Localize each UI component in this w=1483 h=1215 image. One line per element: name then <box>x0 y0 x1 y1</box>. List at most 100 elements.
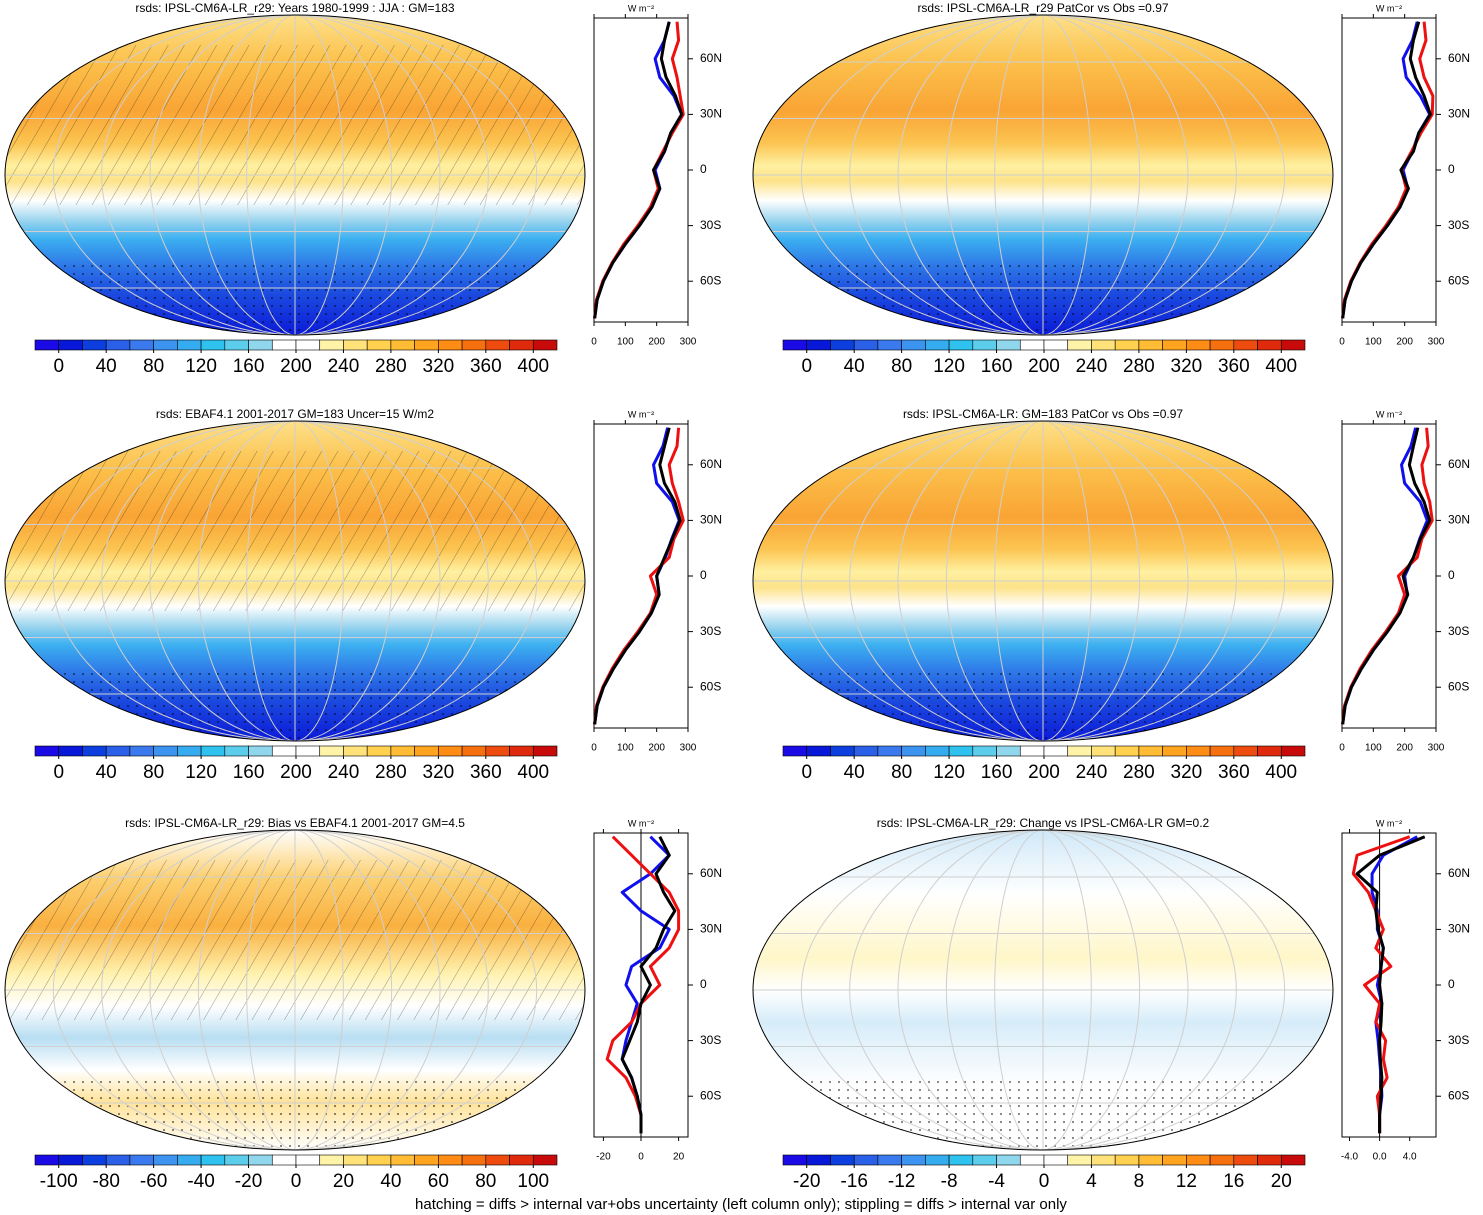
colorbar-label: 400 <box>1265 762 1297 783</box>
panel: rsds: IPSL-CM6A-LR_r29: Years 1980-1999 … <box>4 1 722 377</box>
colorbar-box <box>806 1154 831 1166</box>
x-tick-label: 300 <box>1428 337 1445 348</box>
colorbar-box <box>319 339 344 351</box>
zonal-line <box>593 21 684 319</box>
y-tick-label: 60S <box>1448 1088 1469 1102</box>
colorbar-box <box>1186 745 1211 757</box>
colorbar-label: 0 <box>53 356 64 377</box>
colorbar-label: 240 <box>1076 762 1108 783</box>
colorbar-box <box>1162 745 1187 757</box>
colorbar-box <box>1043 1154 1069 1166</box>
unit-label: W m⁻² <box>628 818 654 828</box>
colorbar-box <box>1091 1154 1116 1166</box>
zonal-line <box>620 836 677 1134</box>
colorbar-label: 320 <box>1171 356 1203 377</box>
colorbar-box <box>1209 745 1235 757</box>
colorbar-box <box>972 339 997 351</box>
colorbar-box <box>806 745 831 757</box>
colorbar-box <box>948 1154 974 1166</box>
colorbar-label: 400 <box>517 762 549 783</box>
colorbar-label: -80 <box>92 1171 119 1192</box>
colorbar-box <box>271 339 297 351</box>
x-tick-label: 200 <box>648 743 665 754</box>
colorbar-box <box>295 1154 321 1166</box>
colorbar-box <box>153 1154 178 1166</box>
colorbar-box <box>509 1154 534 1166</box>
colorbar-label: 0 <box>801 762 812 783</box>
zonal-line <box>593 427 682 725</box>
colorbar-box <box>877 339 902 351</box>
map-overlay <box>5 421 585 741</box>
colorbar-label: 280 <box>375 356 407 377</box>
colorbar-box <box>414 339 439 351</box>
colorbar-label: 80 <box>143 762 164 783</box>
colorbar-box <box>806 339 831 351</box>
colorbar-box <box>485 1154 510 1166</box>
colorbar-box <box>105 1154 131 1166</box>
colorbar-box <box>532 1154 558 1166</box>
y-tick-label: 0 <box>700 162 707 176</box>
colorbar-box <box>366 745 392 757</box>
y-tick-label: 0 <box>700 977 707 991</box>
colorbar-box <box>1162 1154 1187 1166</box>
colorbar-label: 240 <box>328 762 360 783</box>
colorbar-box <box>830 339 855 351</box>
colorbar-label: 360 <box>1218 356 1250 377</box>
colorbar-box <box>343 339 368 351</box>
y-tick-label: 60S <box>700 273 721 287</box>
colorbar-label: 12 <box>1176 1171 1197 1192</box>
colorbar-label: 16 <box>1223 1171 1244 1192</box>
colorbar-box <box>343 1154 368 1166</box>
colorbar-box <box>1019 1154 1045 1166</box>
y-tick-label: 60N <box>700 866 722 880</box>
y-tick-label: 30N <box>1448 107 1470 121</box>
colorbar-box <box>925 745 950 757</box>
colorbar-box <box>153 339 178 351</box>
colorbar-box <box>877 1154 902 1166</box>
colorbar-box <box>1280 1154 1306 1166</box>
unit-label: W m⁻² <box>1376 818 1402 828</box>
colorbar-box <box>461 339 487 351</box>
colorbar-label: 360 <box>1218 762 1250 783</box>
colorbar-box <box>129 745 154 757</box>
colorbar-box <box>1257 339 1282 351</box>
colorbar-label: 100 <box>517 1171 549 1192</box>
colorbar-box <box>1209 339 1235 351</box>
colorbar-box <box>532 745 558 757</box>
colorbar-box <box>1186 1154 1211 1166</box>
x-tick-label: 0 <box>591 337 597 348</box>
colorbar-box <box>901 1154 926 1166</box>
colorbar-box <box>925 1154 950 1166</box>
map-overlay <box>5 15 585 335</box>
colorbar-box <box>1257 1154 1282 1166</box>
colorbar-label: -12 <box>888 1171 915 1192</box>
colorbar-label: 200 <box>1028 356 1060 377</box>
colorbar-box <box>1186 339 1211 351</box>
colorbar-box <box>200 1154 226 1166</box>
colorbar-box <box>901 339 926 351</box>
colorbar-box <box>58 339 83 351</box>
panel-title: rsds: IPSL-CM6A-LR_r29: Change vs IPSL-C… <box>877 816 1210 830</box>
panel: rsds: IPSL-CM6A-LR_r29: Bias vs EBAF4.1 … <box>4 816 722 1192</box>
colorbar-box <box>877 745 902 757</box>
colorbar-box <box>82 339 107 351</box>
panel-title: rsds: IPSL-CM6A-LR_r29: Years 1980-1999 … <box>135 1 454 15</box>
y-tick-label: 30N <box>1448 513 1470 527</box>
colorbar-box <box>34 745 60 757</box>
y-tick-label: 60S <box>1448 273 1469 287</box>
colorbar-box <box>782 1154 808 1166</box>
colorbar-box <box>1114 1154 1140 1166</box>
colorbar-box <box>782 745 808 757</box>
colorbar-label: 160 <box>981 356 1013 377</box>
colorbar-box <box>1114 745 1140 757</box>
colorbar-label: 320 <box>423 356 455 377</box>
colorbar-box <box>177 339 202 351</box>
colorbar-label: 80 <box>891 762 912 783</box>
colorbar-box <box>248 745 273 757</box>
colorbar-box <box>414 1154 439 1166</box>
zonal-line <box>605 835 681 1134</box>
colorbar-box <box>1067 339 1092 351</box>
x-tick-label: 300 <box>680 337 697 348</box>
colorbar-box <box>224 339 249 351</box>
